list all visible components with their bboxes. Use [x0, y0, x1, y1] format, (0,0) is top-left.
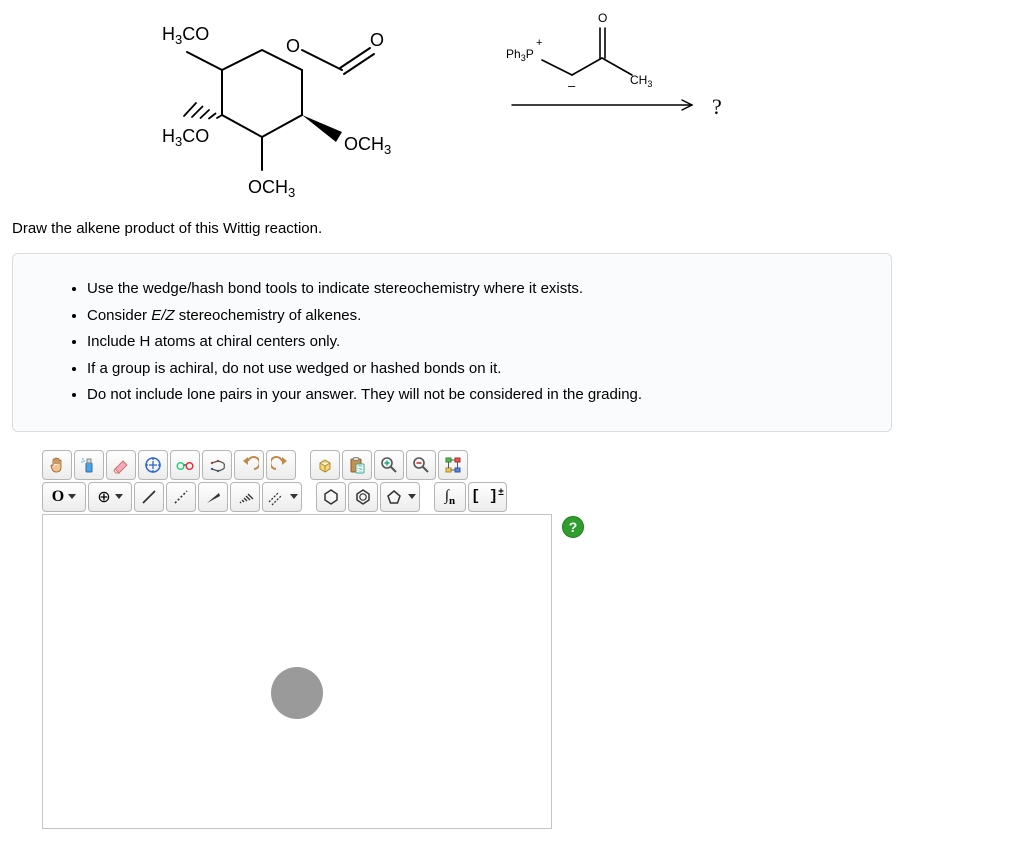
instruction-item: If a group is achiral, do not use wedged…: [87, 358, 867, 381]
chevron-down-icon: [408, 494, 416, 499]
scissors-tool-icon[interactable]: [202, 450, 232, 480]
wedge-bond-tool-icon[interactable]: [198, 482, 228, 512]
dashed-bond-tool-icon[interactable]: [166, 482, 196, 512]
chevron-down-icon: [290, 494, 298, 499]
instructions-box: Use the wedge/hash bond tools to indicat…: [12, 253, 892, 432]
spray-tool-icon[interactable]: [74, 450, 104, 480]
zoom-out-tool-icon[interactable]: [406, 450, 436, 480]
zoom-in-tool-icon[interactable]: [374, 450, 404, 480]
label-och3-bottom: OCH3: [248, 177, 295, 200]
sn-tool-button[interactable]: ∫n: [434, 482, 466, 512]
cube-tool-icon[interactable]: [310, 450, 340, 480]
help-button[interactable]: ?: [562, 516, 584, 538]
label-minus: –: [568, 78, 576, 93]
instruction-item: Include H atoms at chiral centers only.: [87, 331, 867, 354]
label-ch3: CH3: [630, 73, 652, 89]
eraser-tool-icon[interactable]: [106, 450, 136, 480]
label-ph3p: Ph3P: [506, 47, 534, 63]
svg-text:⎘: ⎘: [358, 465, 364, 473]
structure-editor: ⎘ O ⊕: [42, 450, 612, 829]
charge-picker-label: ⊕: [97, 487, 110, 507]
ring-picker-button[interactable]: [380, 482, 420, 512]
instruction-item: Do not include lone pairs in your answer…: [87, 384, 867, 407]
tree-tool-icon[interactable]: [438, 450, 468, 480]
chevron-down-icon: [115, 494, 123, 499]
chevron-down-icon: [68, 494, 76, 499]
label-ring-o: O: [286, 36, 300, 56]
redo-tool-icon[interactable]: [266, 450, 296, 480]
reaction-scheme: H3CO O O H3CO OCH3 OCH3: [12, 0, 1012, 210]
label-ylide-o: O: [598, 11, 607, 25]
label-carbonyl-o: O: [370, 30, 384, 50]
toolbar-row-1: ⎘: [42, 450, 612, 480]
label-h3co-left: H3CO: [162, 126, 209, 149]
drawing-canvas[interactable]: [42, 514, 552, 829]
single-bond-tool-icon[interactable]: [134, 482, 164, 512]
product-question-mark: ?: [712, 94, 722, 120]
question-prompt: Draw the alkene product of this Wittig r…: [12, 210, 1012, 247]
spectacles-tool-icon[interactable]: [170, 450, 200, 480]
hash-wedge-tool-icon[interactable]: [230, 482, 260, 512]
toolbar-row-2: O ⊕: [42, 482, 612, 512]
label-plus: +: [536, 37, 542, 49]
label-och3-right: OCH3: [344, 134, 391, 157]
cyclohexane-tool-icon[interactable]: [316, 482, 346, 512]
atom-picker-label: O: [52, 488, 64, 506]
reactant-structure: H3CO O O H3CO OCH3 OCH3: [162, 10, 442, 210]
lewis-tool-icon[interactable]: [138, 450, 168, 480]
benzene-tool-icon[interactable]: [348, 482, 378, 512]
sn-glyph: ∫n: [445, 488, 455, 505]
instruction-item: Use the wedge/hash bond tools to indicat…: [87, 278, 867, 301]
paste-tool-icon[interactable]: ⎘: [342, 450, 372, 480]
charge-picker-button[interactable]: ⊕: [88, 482, 132, 512]
atom-picker-button[interactable]: O: [42, 482, 86, 512]
canvas-cursor-dot: [271, 667, 323, 719]
bracket-glyph: [ ]±: [471, 488, 504, 505]
hand-tool-icon[interactable]: [42, 450, 72, 480]
instruction-item: Consider E/Z stereochemistry of alkenes.: [87, 305, 867, 328]
bracket-tool-button[interactable]: [ ]±: [468, 482, 507, 512]
multi-bond-tool-button[interactable]: [262, 482, 302, 512]
label-h3co-top: H3CO: [162, 24, 209, 47]
undo-tool-icon[interactable]: [234, 450, 264, 480]
